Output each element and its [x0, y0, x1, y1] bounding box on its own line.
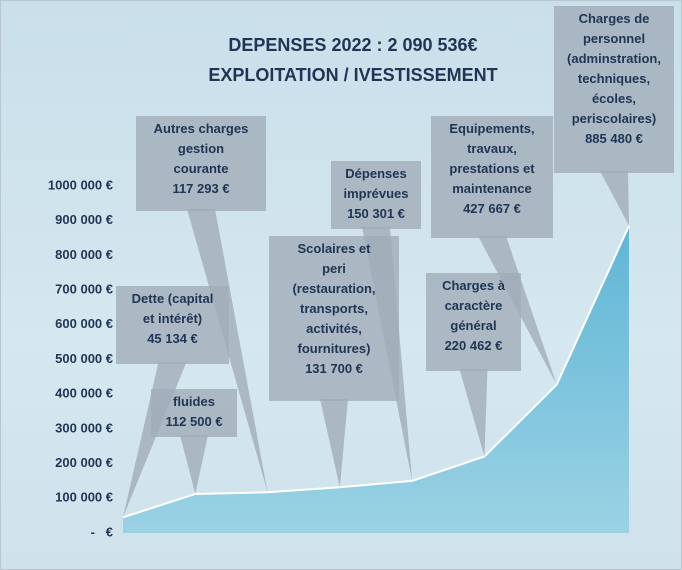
chart-title: DEPENSES 2022 : 2 090 536€ [228, 35, 477, 55]
area-line [122, 225, 630, 519]
y-tick-label: 700 000 € [55, 282, 113, 297]
y-tick-label: 400 000 € [55, 386, 113, 401]
callout: fluides 112 500 € [151, 389, 237, 437]
value-label: 427 667 € [463, 201, 521, 216]
callout-pointer [180, 435, 208, 494]
value-label: 45 134 € [147, 331, 198, 346]
area [123, 225, 629, 533]
callout: Charges à caractère général 220 462 € [426, 273, 521, 371]
value-label: 220 462 € [444, 338, 503, 353]
y-tick-label: 300 000 € [55, 420, 113, 435]
callout-label: Autres charges gestion courante [153, 121, 249, 176]
callout-label: Charges de personnel (adminstration, tec… [567, 11, 661, 126]
callout: Dette (capital et intérêt) 45 134 € [116, 286, 229, 364]
y-tick-label: 500 000 € [55, 351, 113, 366]
callout-label: fluides [173, 394, 215, 409]
callout-label: Scolaires et peri (restauration, transpo… [292, 241, 376, 356]
y-tick-label: 600 000 € [55, 316, 113, 331]
value-label: 885 480 € [585, 131, 643, 146]
callout: Charges de personnel (adminstration, tec… [554, 6, 674, 173]
callout-label: Charges à caractère général [442, 278, 505, 333]
y-tick-label: 200 000 € [55, 455, 113, 470]
chart-subtitle: EXPLOITATION / IVESTISSEMENT [208, 65, 497, 85]
callout-pointer [459, 369, 488, 457]
y-tick-label: 100 000 € [55, 490, 113, 505]
callout-pointer [600, 171, 629, 226]
value-label: 112 500 € [165, 414, 223, 429]
value-label: 150 301 € [347, 206, 405, 221]
callout: Scolaires et peri (restauration, transpo… [269, 236, 399, 401]
value-label: 131 700 € [305, 361, 363, 376]
callout: Equipements, travaux, prestations et mai… [431, 116, 553, 238]
callout-label: Dette (capital et intérêt) [131, 291, 214, 326]
y-tick-label: 1000 000 € [48, 177, 113, 192]
callout-label: Dépenses imprévues [343, 166, 409, 201]
callout-pointer [123, 362, 187, 518]
y-tick-label: 800 000 € [55, 247, 113, 262]
callout: Autres charges gestion courante 117 293 € [136, 116, 266, 211]
callout-pointer [362, 227, 413, 481]
value-label: 117 293 € [172, 181, 230, 196]
callout-label: Equipements, travaux, prestations et mai… [449, 121, 535, 196]
y-tick-label: - € [91, 524, 113, 539]
callout: Dépenses imprévues 150 301 € [331, 161, 421, 229]
y-tick-label: 900 000 € [55, 212, 113, 227]
callout-pointer [320, 399, 348, 488]
